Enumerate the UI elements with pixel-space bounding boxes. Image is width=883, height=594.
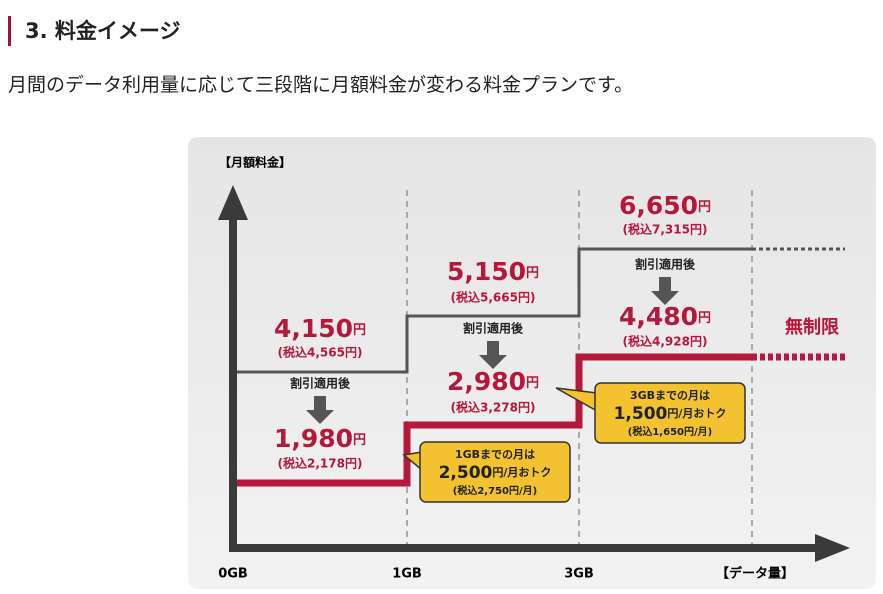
suffix: 円/月おトク — [492, 466, 551, 479]
down-arrow — [306, 396, 334, 424]
unlimited: 無制限 — [785, 316, 840, 338]
discount-label: 割引適用後 — [463, 321, 524, 336]
regular-line — [233, 247, 752, 374]
discount-label: 割引適用後 — [635, 257, 696, 272]
price-unit: 円 — [698, 311, 711, 326]
callout-box — [419, 441, 571, 503]
amount: 1,500 — [614, 404, 668, 424]
price-amount: 1,980 — [274, 424, 353, 453]
discount-label: 割引適用後 — [290, 376, 351, 391]
tax: (税込4,565円) — [278, 345, 363, 360]
price: 1,980円 — [274, 424, 366, 453]
callout-amount: 1,500円/月おトク — [614, 404, 727, 424]
price-amount: 2,980 — [447, 367, 526, 396]
panel — [188, 137, 876, 589]
tax: (税込4,928円) — [623, 334, 708, 349]
callout-line: 1GBまでの月は — [455, 448, 535, 461]
x-label: 【データ量】 — [716, 566, 794, 582]
price-unit: 円 — [353, 323, 366, 338]
discount-line — [233, 353, 752, 487]
x-mark: 3GB — [564, 567, 594, 582]
x-mark: 1GB — [392, 567, 422, 582]
price-amount: 4,150 — [274, 314, 353, 343]
intro-text: 月間のデータ利用量に応じて三段階に月額料金が変わる料金プランです。 — [8, 74, 634, 96]
amount: 2,500 — [439, 463, 493, 483]
callout-amount: 2,500円/月おトク — [439, 463, 552, 483]
callout-tax: (税込1,650円/月) — [628, 425, 712, 438]
price: 4,480円 — [619, 302, 711, 331]
tax: (税込3,278円) — [451, 400, 536, 415]
callout-box — [594, 382, 746, 444]
down-arrow — [651, 277, 679, 305]
price-amount: 6,650 — [619, 191, 698, 220]
callout-line: 3GBまでの月は — [630, 389, 710, 402]
price-unit: 円 — [526, 376, 539, 391]
price-unit: 円 — [526, 266, 539, 281]
price: 5,150円 — [447, 257, 539, 286]
tax: (税込5,665円) — [451, 290, 536, 305]
price: 6,650円 — [619, 191, 711, 220]
price-unit: 円 — [353, 433, 366, 448]
price: 2,980円 — [447, 367, 539, 396]
callout-tax: (税込2,750円/月) — [453, 484, 537, 497]
tax: (税込2,178円) — [278, 456, 363, 471]
x-mark: 0GB — [218, 567, 248, 582]
down-arrow — [479, 341, 507, 369]
heading: 3. 料金イメージ — [8, 16, 180, 46]
tax: (税込7,315円) — [623, 222, 708, 237]
price: 4,150円 — [274, 314, 366, 343]
y-label: 【月額料金】 — [219, 155, 291, 170]
price-amount: 4,480 — [619, 302, 698, 331]
price-unit: 円 — [698, 200, 711, 215]
suffix: 円/月おトク — [667, 407, 726, 420]
axes — [218, 185, 850, 562]
price-amount: 5,150 — [447, 257, 526, 286]
